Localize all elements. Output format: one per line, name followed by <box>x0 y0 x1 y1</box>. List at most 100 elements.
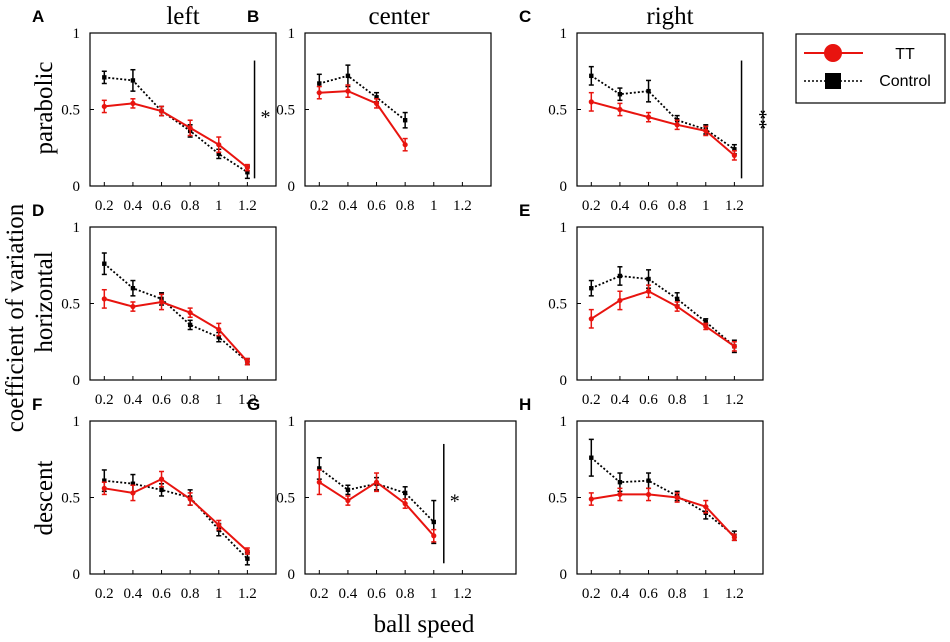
x-tick-label: 0.8 <box>181 392 200 408</box>
data-point-tt <box>316 479 322 485</box>
legend-control-marker <box>825 73 841 89</box>
significance-stars: ** <box>749 109 771 129</box>
x-tick-label: 0.6 <box>639 392 658 408</box>
data-point-control <box>130 481 136 486</box>
series-line-control <box>590 75 735 151</box>
x-tick-label: 0.6 <box>152 198 171 214</box>
data-point-tt <box>244 548 250 554</box>
data-point-tt <box>101 485 107 491</box>
panel-frame <box>304 32 492 187</box>
y-tick-label: 1 <box>73 220 81 236</box>
data-point-control <box>216 334 221 340</box>
y-tick-label: 0.5 <box>61 491 80 507</box>
series-line-tt <box>104 297 249 363</box>
data-point-tt <box>674 122 680 128</box>
data-point-tt <box>158 299 165 305</box>
data-point-tt <box>345 88 351 94</box>
x-tick-label: 0.8 <box>181 198 200 214</box>
y-tick-label: 1 <box>73 414 81 430</box>
data-point-tt <box>130 303 136 310</box>
data-point-control <box>245 170 250 175</box>
data-point-tt <box>187 496 193 502</box>
y-tick-label: 1 <box>288 26 296 42</box>
data-point-tt <box>244 359 250 365</box>
data-point-tt <box>703 323 709 330</box>
data-point-control <box>589 73 594 79</box>
data-point-tt <box>373 479 380 485</box>
panel-E: E 0 0.5 1 0.2 0.4 0.6 0.8 1 1.2 <box>519 201 764 408</box>
data-point-control <box>130 286 136 291</box>
data-point-tt <box>244 165 250 171</box>
column-title-center: center <box>368 3 430 30</box>
data-point-control <box>674 296 680 302</box>
series-line-tt <box>319 90 407 146</box>
data-point-control <box>102 478 107 483</box>
data-point-control <box>102 75 107 80</box>
panel-letter: C <box>519 7 531 26</box>
series-line-tt <box>590 290 735 348</box>
panel-letter: H <box>519 395 531 414</box>
data-point-tt <box>373 100 380 106</box>
series-line-control <box>590 275 735 347</box>
data-point-control <box>589 286 594 291</box>
x-tick-label: 0.2 <box>582 198 601 214</box>
data-point-tt <box>431 533 437 539</box>
x-tick-label: 0.6 <box>152 392 171 408</box>
row-title-parabolic: parabolic <box>31 61 58 154</box>
panel-letter: E <box>519 201 530 220</box>
data-point-control <box>187 322 193 328</box>
data-point-tt <box>674 303 680 310</box>
data-point-tt <box>617 491 623 498</box>
x-tick-label: 1 <box>430 198 438 214</box>
y-tick-label: 0.5 <box>61 297 80 313</box>
x-tick-label: 0.4 <box>611 586 630 602</box>
x-tick-label: 0.6 <box>639 586 658 602</box>
x-tick-label: 0.4 <box>124 392 143 408</box>
data-point-tt <box>645 491 652 498</box>
x-tick-label: 0.8 <box>668 392 687 408</box>
data-point-tt <box>402 142 408 148</box>
x-tick-label: 0.6 <box>367 586 386 602</box>
data-point-tt <box>158 476 165 482</box>
x-tick-label: 1 <box>215 392 223 408</box>
data-point-tt <box>645 114 652 120</box>
x-tick-label: 1 <box>215 586 223 602</box>
panel-G: G 0 0.5 1 0.2 0.4 0.6 0.8 1 1.2 * <box>247 395 517 602</box>
data-point-tt <box>345 497 351 504</box>
panel-letter: A <box>32 7 44 26</box>
x-tick-label: 0.2 <box>95 198 114 214</box>
data-point-tt <box>187 125 193 131</box>
x-tick-label: 0.6 <box>152 586 171 602</box>
x-tick-label: 0.4 <box>611 392 630 408</box>
legend: TT Control <box>795 33 946 104</box>
y-tick-label: 0 <box>73 179 81 195</box>
y-tick-label: 1 <box>560 220 568 236</box>
x-tick-label: 0.4 <box>339 198 358 214</box>
x-tick-label: 0.6 <box>639 198 658 214</box>
data-point-control <box>317 81 322 86</box>
x-axis-label: ball speed <box>374 611 475 638</box>
data-point-tt <box>101 103 107 110</box>
x-tick-label: 0.4 <box>339 586 358 602</box>
data-point-tt <box>617 297 623 304</box>
data-point-tt <box>731 343 737 349</box>
data-point-tt <box>216 326 222 333</box>
x-tick-label: 0.4 <box>124 198 143 214</box>
panel-A: A 0 0.5 1 0.2 0.4 0.6 0.8 1 1.2 * <box>32 7 277 214</box>
data-point-control <box>102 261 107 266</box>
series-line-tt <box>591 493 736 538</box>
x-tick-label: 0.8 <box>668 198 687 214</box>
legend-control-label: Control <box>879 73 931 90</box>
data-point-control <box>345 487 351 493</box>
data-point-tt <box>158 108 165 114</box>
y-tick-label: 0 <box>560 373 568 389</box>
data-point-tt <box>588 99 594 105</box>
y-tick-label: 1 <box>560 414 568 430</box>
y-tick-label: 0 <box>288 179 296 195</box>
significance-star: * <box>450 491 460 513</box>
y-tick-label: 0.5 <box>61 103 80 119</box>
x-tick-label: 0.8 <box>396 586 415 602</box>
y-tick-label: 0 <box>560 567 568 583</box>
x-tick-label: 0.2 <box>582 586 601 602</box>
data-point-control <box>159 487 164 493</box>
